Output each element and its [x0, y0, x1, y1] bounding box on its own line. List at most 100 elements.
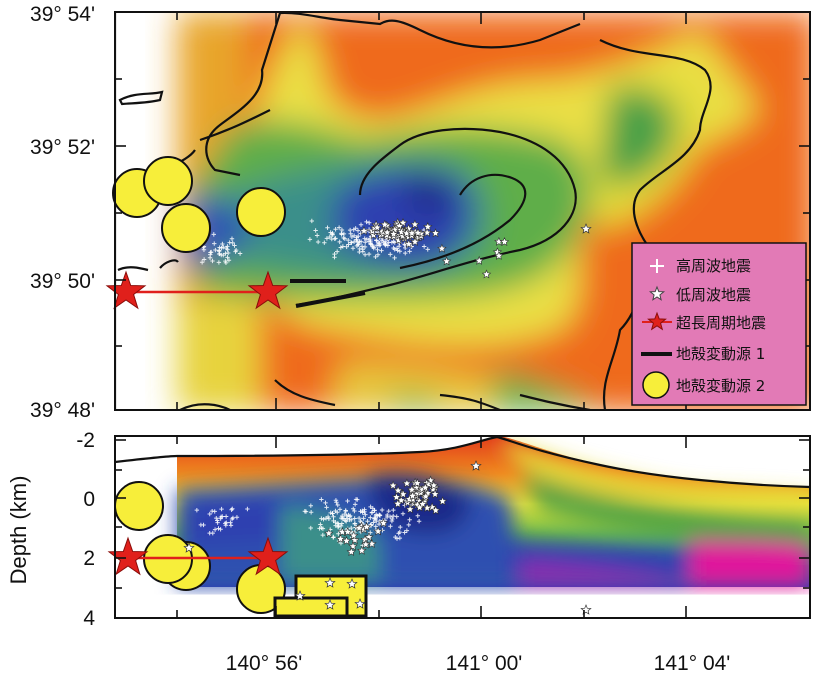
high-freq-eq-marker [308, 510, 314, 515]
low-freq-eq-marker [346, 578, 358, 589]
high-freq-eq-marker [377, 513, 383, 518]
high-freq-eq-marker [328, 230, 333, 235]
high-freq-eq-marker [361, 516, 366, 521]
high-freq-eq-marker [339, 513, 345, 519]
low-freq-eq-marker [441, 256, 452, 266]
high-freq-eq-marker [371, 516, 377, 521]
high-freq-eq-marker [360, 508, 365, 514]
high-freq-eq-marker [201, 247, 207, 252]
low-freq-eq-marker [474, 255, 484, 265]
high-freq-eq-marker [375, 247, 380, 252]
high-freq-eq-marker [226, 258, 232, 263]
low-freq-eq-marker [396, 227, 407, 237]
low-freq-eq-marker [346, 547, 357, 557]
high-freq-eq-marker [352, 521, 358, 526]
high-freq-eq-marker [398, 524, 403, 530]
high-freq-eq-marker [347, 517, 352, 523]
high-freq-eq-marker [336, 225, 342, 230]
high-freq-eq-marker [393, 534, 398, 540]
high-freq-eq-marker [372, 515, 378, 521]
high-freq-eq-marker [225, 244, 230, 249]
high-freq-eq-marker [229, 236, 235, 241]
low-freq-eq-marker [354, 523, 364, 533]
high-freq-eq-marker [328, 510, 333, 516]
high-freq-eq-marker [309, 218, 315, 224]
high-freq-eq-marker [358, 222, 364, 227]
low-freq-eq-marker [361, 522, 372, 532]
high-freq-eq-marker [320, 526, 326, 531]
high-freq-eq-marker [368, 530, 373, 535]
map-contour-lines [115, 12, 712, 410]
high-freq-eq-marker [330, 232, 335, 237]
high-freq-eq-marker [208, 252, 213, 257]
low-freq-eq-marker [404, 239, 414, 249]
high-freq-eq-marker [336, 521, 341, 527]
high-freq-eq-marker [344, 244, 349, 249]
contour-outer-line [295, 127, 577, 307]
high-freq-eq-marker [230, 515, 236, 521]
legend-label-vlp: 超長周期地震 [676, 314, 766, 332]
high-freq-eq-marker [321, 517, 326, 522]
high-freq-eq-marker [368, 522, 373, 528]
high-freq-eq-marker [318, 522, 323, 527]
high-freq-eq-marker [331, 535, 336, 540]
high-freq-eq-marker [350, 246, 356, 251]
high-freq-eq-marker [368, 241, 373, 246]
contour-inner-line [399, 173, 527, 270]
high-freq-eq-marker [359, 244, 365, 249]
high-freq-eq-marker [396, 531, 401, 536]
high-freq-eq-marker [302, 509, 308, 514]
high-freq-eq-marker [400, 511, 406, 517]
high-freq-eq-marker [349, 525, 354, 531]
high-freq-eq-marker [337, 507, 343, 512]
low-freq-eq-marker [372, 222, 382, 232]
high-freq-eq-marker [308, 525, 313, 531]
high-freq-eq-marker [334, 500, 339, 505]
high-freq-eq-marker [332, 255, 337, 260]
section-x-tick-label: 140° 56' [226, 652, 303, 675]
low-freq-eq-marker [405, 504, 415, 514]
low-freq-eq-marker [294, 590, 306, 601]
high-freq-eq-marker [214, 515, 219, 521]
high-freq-eq-marker [245, 506, 250, 512]
low-freq-eq-marker [430, 489, 440, 499]
high-freq-eq-marker [319, 516, 324, 521]
high-freq-eq-marker [198, 522, 204, 528]
high-freq-eq-marker [322, 240, 327, 245]
high-freq-eq-marker [336, 531, 341, 536]
high-freq-eq-marker [212, 527, 218, 532]
deformation-source-1-b [295, 291, 366, 308]
low-freq-eq-marker [580, 604, 592, 615]
high-freq-eq-marker [394, 246, 400, 251]
source-2-circle [143, 156, 193, 206]
low-freq-eq-marker [357, 545, 367, 555]
high-freq-eq-marker [357, 249, 362, 255]
high-freq-eq-marker [348, 231, 353, 236]
high-freq-eq-marker [373, 524, 378, 529]
high-freq-eq-marker [341, 235, 346, 241]
high-freq-eq-marker [335, 510, 340, 515]
high-freq-eq-marker [356, 234, 361, 239]
high-freq-eq-marker [396, 244, 402, 249]
high-freq-eq-marker [341, 231, 347, 237]
high-freq-eq-marker [354, 243, 360, 249]
high-freq-eq-marker [385, 243, 391, 248]
low-freq-eq-marker [388, 480, 398, 490]
high-freq-eq-marker [351, 233, 357, 238]
high-freq-eq-marker [375, 252, 381, 257]
high-freq-eq-marker [315, 239, 321, 245]
high-freq-eq-marker [379, 248, 384, 253]
low-freq-eq-marker [324, 577, 336, 588]
bay-coastline-line [599, 39, 712, 410]
low-freq-eq-marker [361, 539, 371, 549]
high-freq-eq-marker [388, 252, 393, 257]
low-freq-eq-marker [391, 492, 402, 502]
high-freq-eq-marker [365, 519, 370, 524]
source-2-circle [114, 481, 164, 531]
high-freq-eq-marker [216, 526, 221, 531]
high-freq-eq-marker [345, 498, 350, 504]
topography-line [114, 435, 811, 489]
low-freq-eq-marker [481, 269, 492, 279]
high-freq-eq-marker [356, 515, 362, 521]
high-freq-eq-marker [402, 530, 407, 535]
